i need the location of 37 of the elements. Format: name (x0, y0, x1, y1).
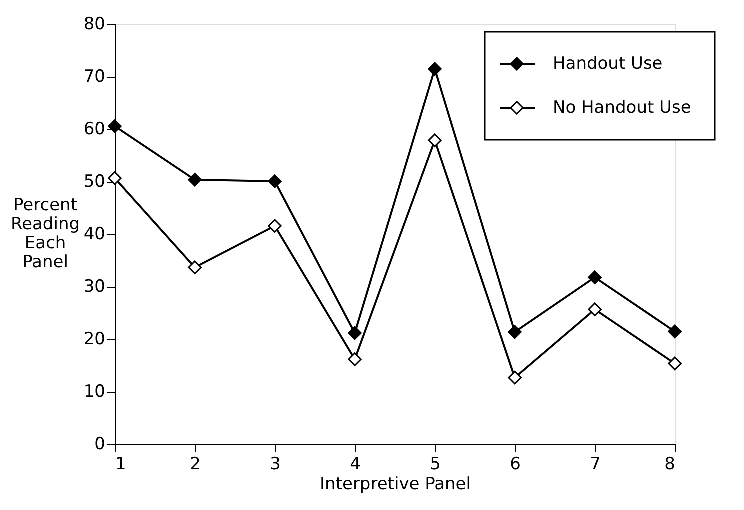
point (508, 370, 522, 385)
y-tick-label: 10 (84, 382, 106, 402)
point (428, 134, 442, 148)
point (188, 260, 202, 274)
y-axis-title: Percent Reading Each Panel (10, 196, 80, 272)
point (348, 352, 362, 366)
point (668, 324, 682, 339)
y-tick-label: 20 (84, 330, 106, 350)
point (668, 356, 682, 371)
point (108, 120, 122, 134)
x-axis-title: Interpretive Panel (320, 474, 471, 494)
y-tick-label: 50 (84, 172, 106, 192)
x-tick-label: 2 (190, 454, 201, 474)
y-tick-label: 0 (94, 434, 106, 454)
x-tick-label: 4 (350, 454, 361, 474)
x-tick-label: 3 (270, 454, 281, 474)
legend-label: Handout Use (553, 54, 663, 74)
point (508, 325, 522, 340)
point (428, 62, 442, 76)
y-tick-label: 40 (84, 224, 106, 244)
x-tick-label: 5 (430, 454, 441, 474)
point (188, 173, 202, 187)
x-tick-label: 1 (116, 454, 126, 474)
x-tick-label: 7 (590, 454, 601, 474)
y-tick-label: 70 (84, 67, 106, 87)
point (268, 219, 282, 233)
legend-label: No Handout Use (553, 98, 692, 118)
point (588, 270, 602, 284)
point (108, 171, 122, 186)
x-tick-label: 8 (664, 454, 676, 474)
y-tick-label: 30 (84, 277, 106, 297)
y-tick-label: 80 (84, 14, 106, 34)
x-tick-label: 6 (510, 454, 521, 474)
y-tick-label: 60 (84, 120, 106, 140)
point (348, 326, 362, 340)
point (588, 302, 602, 316)
point (268, 174, 282, 188)
